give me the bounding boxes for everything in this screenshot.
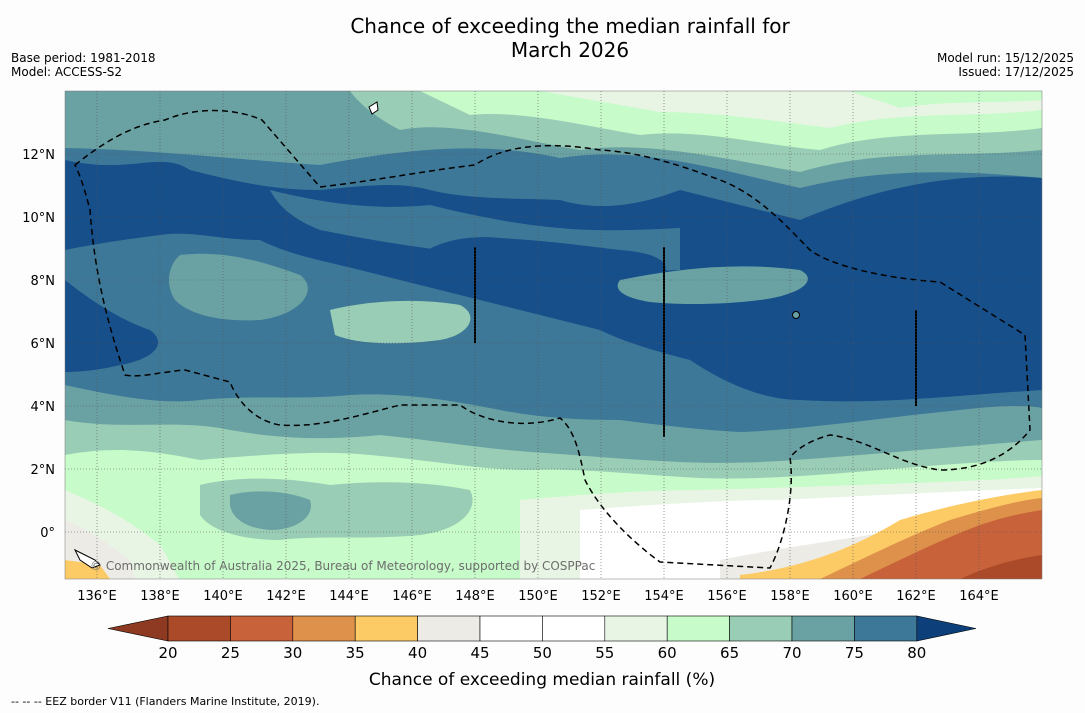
colorbar-high-extend	[916, 615, 977, 642]
graticule	[65, 91, 1042, 579]
lon-label: 152°E	[581, 589, 621, 604]
colorbar-tick-label: 55	[595, 644, 614, 662]
field-30-se	[860, 510, 1042, 579]
colorbar-tick-label: 30	[283, 644, 302, 662]
lon-label: 160°E	[833, 589, 873, 604]
map-field	[65, 91, 1042, 579]
field-70-west	[168, 253, 308, 321]
latitude-labels: 12°N 10°N 8°N 6°N 4°N 2°N 0°	[22, 148, 55, 541]
lon-label: 140°E	[203, 589, 243, 604]
atoll	[792, 311, 800, 319]
colorbar-swatch	[230, 615, 294, 642]
lon-label: 164°E	[959, 589, 999, 604]
colorbar-tick-label: 35	[346, 644, 365, 662]
colorbar-swatch	[417, 615, 481, 642]
lat-label: 0°	[40, 526, 55, 541]
colorbar-swatch	[666, 615, 730, 642]
lon-label: 148°E	[455, 589, 495, 604]
colorbar-tick-label: 40	[408, 644, 427, 662]
base-period-text: Base period: 1981-2018	[11, 51, 156, 65]
colorbar-swatch	[854, 615, 918, 642]
colorbar-swatch	[167, 615, 231, 642]
lon-label: 156°E	[707, 589, 747, 604]
lon-label: 158°E	[770, 589, 810, 604]
colorbar-swatch	[604, 615, 668, 642]
legend-label: Chance of exceeding median rainfall (%)	[369, 670, 715, 690]
lon-label: 144°E	[329, 589, 369, 604]
field-70-sw	[230, 491, 311, 530]
colorbar-low-extend	[107, 615, 169, 642]
colorbar-tick-label: 65	[720, 644, 739, 662]
lat-label: 6°N	[31, 337, 56, 352]
title-line-2: March 2026	[510, 38, 630, 62]
lon-label: 150°E	[518, 589, 558, 604]
lat-label: 4°N	[31, 400, 56, 415]
colorbar-tick-label: 60	[658, 644, 677, 662]
lon-label: 146°E	[392, 589, 432, 604]
colorbar-tick-label: 80	[907, 644, 926, 662]
lon-label: 142°E	[266, 589, 306, 604]
lon-label: 136°E	[77, 589, 117, 604]
model-text: Model: ACCESS-S2	[11, 65, 123, 79]
field-25-se	[960, 555, 1042, 579]
colorbar-tick-label: 70	[782, 644, 801, 662]
colorbar-swatch	[729, 615, 793, 642]
page-title: Chance of exceeding the median rainfall …	[0, 14, 1085, 62]
eez-footnote: -- -- -- EEZ border V11 (Flanders Marine…	[11, 695, 320, 708]
png-coast	[73, 548, 101, 569]
colorbar-legend: 20 25 30 35 40 45 50 55 60 65 70 75 80	[107, 615, 977, 662]
colorbar-tick-label: 45	[470, 644, 489, 662]
colorbar-tick-label: 50	[533, 644, 552, 662]
colorbar-swatch	[791, 615, 855, 642]
lat-label: 8°N	[31, 274, 56, 289]
meta-right: Model run: 15/12/2025 Issued: 17/12/2025	[937, 51, 1074, 79]
issued-text: Issued: 17/12/2025	[958, 65, 1074, 79]
lat-label: 12°N	[22, 148, 55, 163]
field-40-sw	[65, 560, 110, 579]
map-frame	[64, 90, 1043, 580]
field-65-mid	[330, 300, 471, 344]
field-80-west	[65, 280, 159, 372]
model-run-text: Model run: 15/12/2025	[936, 51, 1074, 65]
lat-label: 2°N	[31, 463, 56, 478]
colorbar-swatch	[542, 615, 606, 642]
lon-label: 138°E	[140, 589, 180, 604]
colorbar-swatch	[479, 615, 543, 642]
colorbar-tick-label: 20	[158, 644, 177, 662]
eez-border	[74, 109, 1031, 569]
lon-label: 162°E	[896, 589, 936, 604]
island-outline	[368, 101, 379, 115]
colorbar-tick-label: 75	[845, 644, 864, 662]
field-60-ne	[850, 91, 1042, 108]
lon-label: 154°E	[644, 589, 684, 604]
attribution-text: © Commonwealth of Australia 2025, Bureau…	[90, 559, 595, 573]
longitude-labels: 136°E 138°E 140°E 142°E 144°E 146°E 148°E 150°E…	[77, 589, 999, 604]
colorbar-swatch	[354, 615, 418, 642]
meta-left: Base period: 1981-2018 Model: ACCESS-S2	[11, 51, 156, 79]
title-line-1: Chance of exceeding the median rainfall …	[350, 14, 790, 38]
colorbar-tick-label: 25	[221, 644, 240, 662]
field-70-mid	[617, 266, 808, 305]
colorbar-swatch	[292, 615, 356, 642]
field-80-mid	[419, 237, 666, 276]
lat-label: 10°N	[22, 211, 55, 226]
